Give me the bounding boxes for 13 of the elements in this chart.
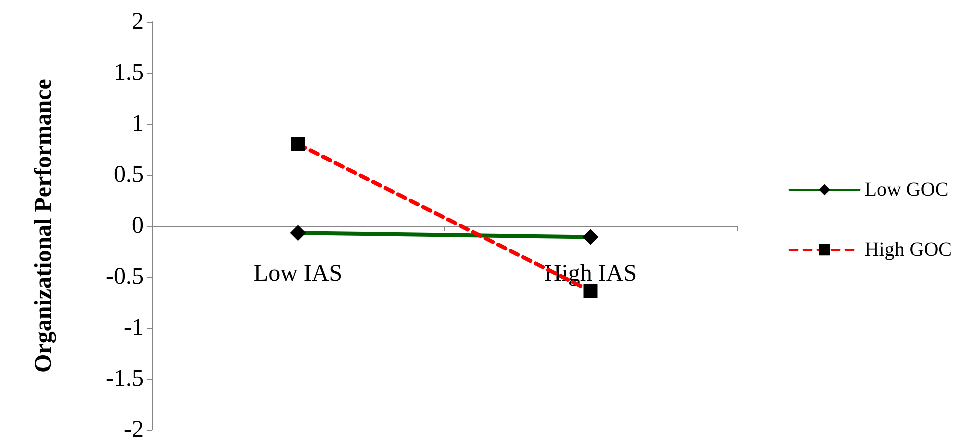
x-tick-label: Low IAS: [254, 261, 343, 287]
y-tick-label: 0: [132, 213, 144, 239]
y-tick-label: 0.5: [114, 162, 144, 188]
legend-label: Low GOC: [864, 179, 949, 201]
y-tick-label: 1.5: [114, 60, 144, 86]
y-tick-label: -1.5: [106, 366, 144, 392]
y-axis-title: Organizational Performance: [31, 78, 57, 373]
legend-label: High GOC: [864, 239, 952, 261]
y-tick-label: -0.5: [106, 264, 144, 290]
y-tick-label: -1: [124, 315, 144, 341]
y-tick-label: -2: [124, 417, 144, 440]
y-tick-label: 1: [132, 111, 144, 137]
y-tick-label: 2: [132, 9, 144, 35]
